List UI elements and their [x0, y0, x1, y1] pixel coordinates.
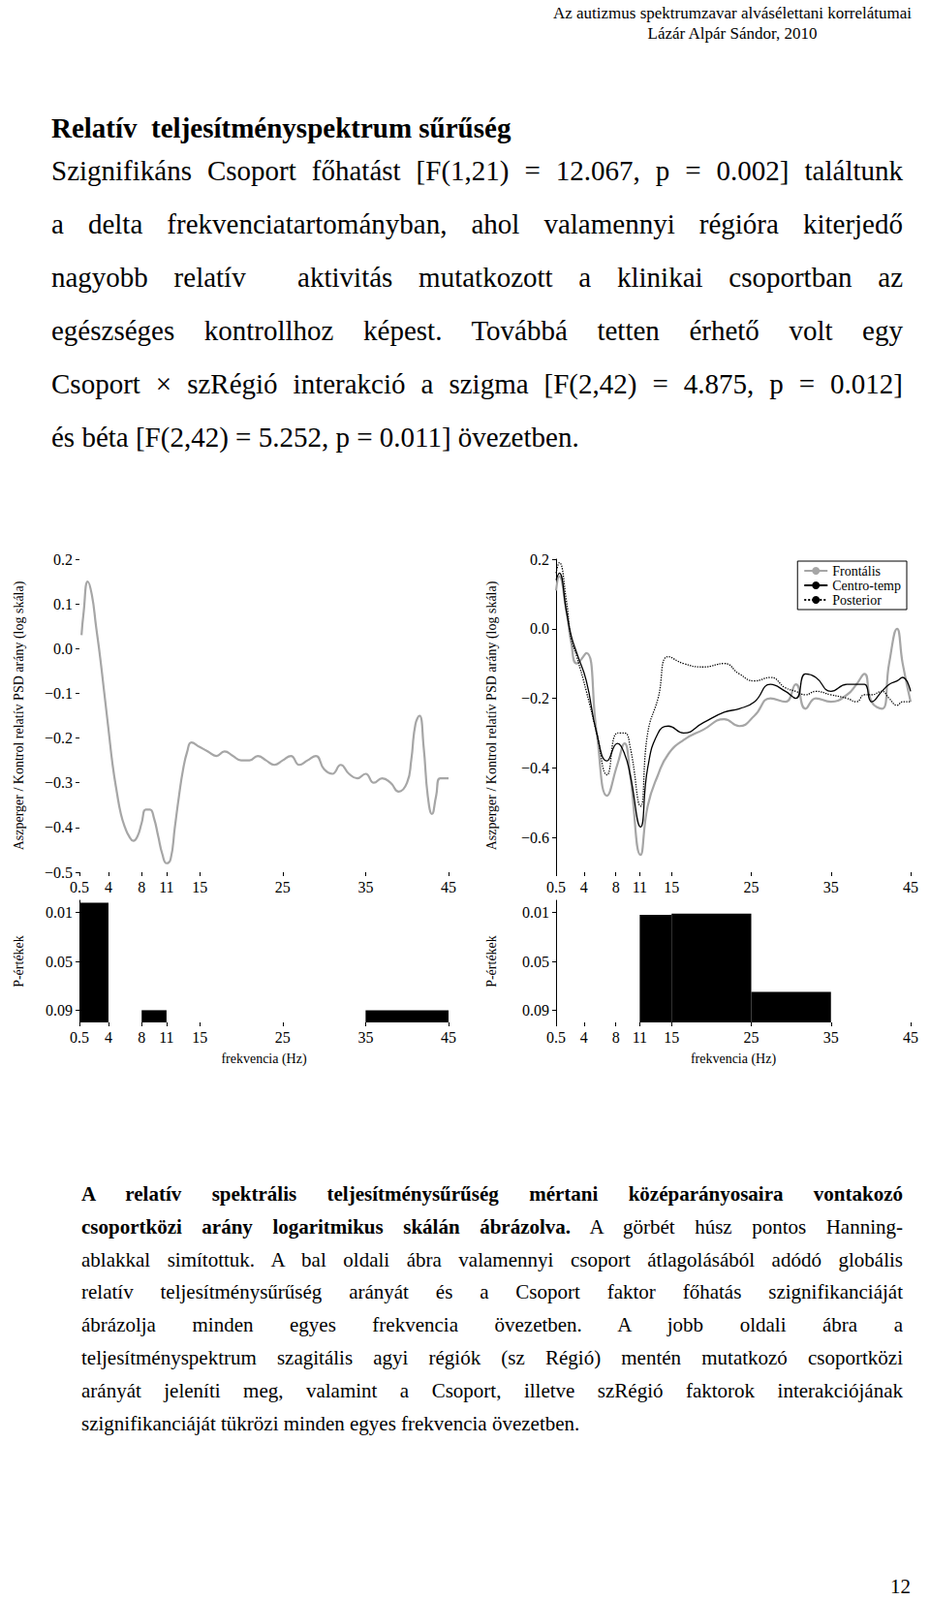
html-text:Szignifikáns Csoport főhatást: Szignifikáns Csoport főhatást [F(1,21) =… — [51, 155, 903, 186]
html-text:szignifikanciáját tükrözi mind: szignifikanciáját tükrözi minden egyes f… — [81, 1411, 580, 1435]
svg-text:−0.6: −0.6 — [521, 829, 550, 846]
svg-text:45: 45 — [440, 1028, 457, 1046]
svg-text:11: 11 — [632, 878, 648, 896]
svg-text:4: 4 — [104, 878, 113, 896]
html-text:nagyobb relatív aktivitás muta: nagyobb relatív aktivitás mutatkozott a … — [51, 261, 903, 293]
svg-text:−0.3: −0.3 — [44, 774, 73, 791]
svg-text:4: 4 — [580, 878, 589, 896]
svg-text:−0.4: −0.4 — [44, 818, 73, 836]
svg-text:0.0: 0.0 — [529, 620, 550, 637]
html-text:arányát jeleníti meg, valamint: arányát jeleníti meg, valamint a Csoport… — [81, 1378, 903, 1402]
svg-text:0.01: 0.01 — [522, 903, 550, 921]
html-text:és béta [F(2,42) = 5.252, p =: és béta [F(2,42) = 5.252, p = 0.011] öve… — [51, 421, 580, 453]
svg-text:4: 4 — [580, 1028, 589, 1046]
svg-text:45: 45 — [902, 878, 919, 896]
svg-text:8: 8 — [137, 1028, 146, 1046]
svg-text:0.05: 0.05 — [522, 953, 550, 970]
svg-text:−0.4: −0.4 — [521, 759, 550, 776]
svg-text:25: 25 — [744, 1028, 760, 1046]
html-text:relatív teljesítménysűrűség ar: relatív teljesítménysűrűség arányát és a… — [81, 1280, 903, 1304]
svg-text:Aszperger / Kontrol relatív PS: Aszperger / Kontrol relatív PSD arány (l… — [11, 580, 28, 850]
svg-text:0.5: 0.5 — [546, 1028, 566, 1046]
svg-text:11: 11 — [632, 1028, 648, 1046]
html-text:Csoport × szRégió interakció a: Csoport × szRégió interakció a szigma [F… — [51, 368, 903, 400]
svg-text:0.2: 0.2 — [529, 551, 550, 568]
svg-text:45: 45 — [440, 878, 457, 896]
svg-text:frekvencia (Hz): frekvencia (Hz) — [220, 1051, 308, 1067]
html-text:ábrázolja minden egyes frekven: ábrázolja minden egyes frekvencia övezet… — [81, 1312, 903, 1337]
html-text:ablakkal simítottuk. A bal old: ablakkal simítottuk. A bal oldali ábra v… — [81, 1247, 903, 1271]
svg-text:0.1: 0.1 — [53, 595, 73, 613]
html-text:Az autizmus spektrumzavar alvá: Az autizmus spektrumzavar alvásélettani … — [553, 3, 912, 22]
svg-text:35: 35 — [357, 1028, 373, 1046]
svg-text:0.2: 0.2 — [53, 551, 73, 568]
svg-text:0.09: 0.09 — [45, 1001, 73, 1019]
svg-text:25: 25 — [744, 878, 760, 896]
svg-text:25: 25 — [275, 878, 291, 896]
svg-text:35: 35 — [357, 878, 373, 896]
svg-text:25: 25 — [275, 1028, 291, 1046]
svg-text:−0.2: −0.2 — [44, 729, 73, 746]
svg-text:−0.5: −0.5 — [44, 864, 73, 881]
svg-text:0.5: 0.5 — [546, 878, 566, 896]
svg-text:P-értékek: P-értékek — [11, 934, 27, 988]
svg-text:0.09: 0.09 — [522, 1001, 550, 1019]
svg-text:frekvencia (Hz): frekvencia (Hz) — [690, 1051, 777, 1067]
html-text:12: 12 — [890, 1574, 911, 1598]
svg-text:0.5: 0.5 — [69, 878, 90, 896]
html-text:A relatív spektrális teljesítm: A relatív spektrális teljesítménysűrűség… — [81, 1181, 903, 1206]
svg-text:15: 15 — [663, 1028, 680, 1046]
svg-text:Centro-temp: Centro-temp — [832, 578, 901, 593]
svg-text:8: 8 — [137, 878, 146, 896]
html-text:Relatív teljesítményspektrum s: Relatív teljesítményspektrum sűrűség — [51, 112, 511, 144]
svg-text:Frontális: Frontális — [832, 563, 881, 579]
svg-text:8: 8 — [612, 878, 620, 896]
svg-text:15: 15 — [191, 1028, 208, 1046]
svg-text:P-értékek: P-értékek — [484, 934, 499, 988]
svg-text:11: 11 — [158, 878, 174, 896]
svg-text:8: 8 — [612, 1028, 620, 1046]
svg-text:15: 15 — [663, 878, 680, 896]
svg-text:Posterior: Posterior — [832, 592, 882, 608]
svg-text:15: 15 — [191, 878, 208, 896]
html-text:Lázár Alpár Sándor, 2010: Lázár Alpár Sándor, 2010 — [647, 23, 818, 43]
svg-text:−0.1: −0.1 — [44, 684, 73, 702]
svg-text:−0.2: −0.2 — [521, 689, 550, 707]
svg-text:35: 35 — [823, 1028, 839, 1046]
svg-text:0.05: 0.05 — [45, 953, 73, 970]
svg-text:35: 35 — [823, 878, 839, 896]
html-text:egészséges kontrollhoz képest.: egészséges kontrollhoz képest. Továbbá t… — [51, 314, 903, 346]
svg-text:Aszperger / Kontrol relatív PS: Aszperger / Kontrol relatív PSD arány (l… — [484, 580, 500, 850]
html-text:teljesítményspektrum szagitáli: teljesítményspektrum szagitális agyi rég… — [81, 1345, 903, 1369]
svg-text:11: 11 — [158, 1028, 174, 1046]
svg-text:0.01: 0.01 — [45, 903, 73, 921]
html-text:a delta frekvenciatartományban: a delta frekvenciatartományban, ahol val… — [51, 208, 903, 240]
svg-text:0.0: 0.0 — [53, 640, 73, 657]
html-text:csoportközi arány logaritmikus: csoportközi arány logaritmikus skálán áb… — [81, 1214, 903, 1238]
svg-text:0.5: 0.5 — [69, 1028, 90, 1046]
svg-text:45: 45 — [902, 1028, 919, 1046]
svg-text:4: 4 — [104, 1028, 113, 1046]
